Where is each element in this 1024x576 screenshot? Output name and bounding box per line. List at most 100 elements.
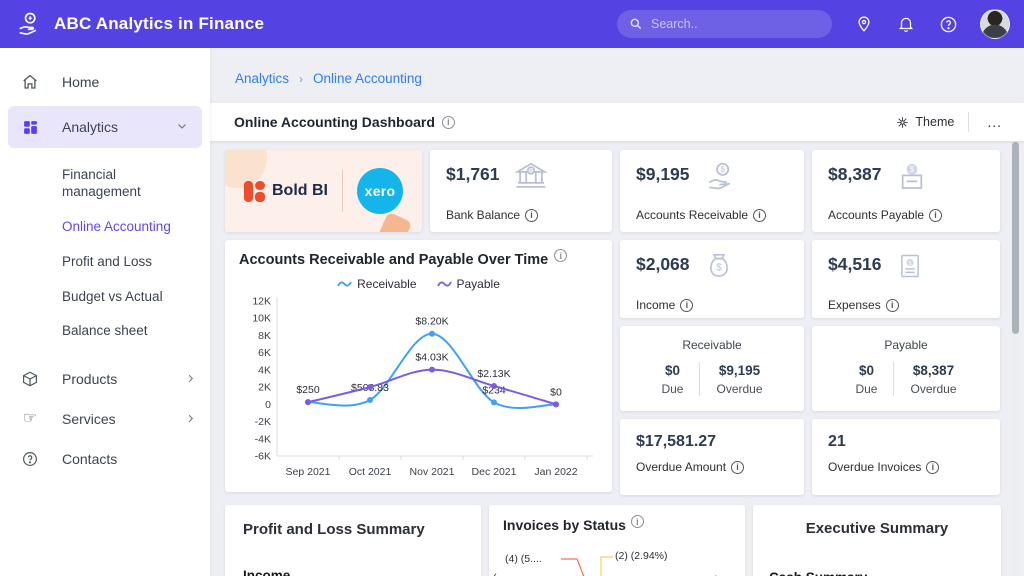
bank-balance-value: $1,761 — [446, 164, 500, 184]
kpi-card-bank-balance: $1,761 $ Bank Balance i — [430, 150, 612, 232]
sidebar-item-contacts[interactable]: Contacts — [0, 439, 210, 479]
overdue-amount-value: $17,581.27 — [636, 433, 717, 450]
search-input[interactable] — [651, 17, 811, 31]
info-icon[interactable]: i — [680, 298, 694, 312]
receivable-due-card: Receivable $0 Due $9,195 Overdue — [620, 326, 804, 411]
svg-text:Dec 2021: Dec 2021 — [472, 466, 517, 478]
invoices-status-title: Invoices by Status i — [489, 505, 745, 533]
decorative-blob — [377, 211, 413, 232]
scrollbar-track[interactable] — [1011, 142, 1020, 576]
svg-text:$: $ — [529, 168, 533, 175]
user-avatar[interactable] — [980, 9, 1010, 39]
location-pin-icon[interactable] — [854, 14, 874, 34]
accounts-receivable-label: Accounts Receivable i — [636, 208, 788, 222]
dashboard-toolbar: Online Accounting Dashboard i Theme ... — [210, 103, 1024, 141]
accounts-payable-label: Accounts Payable i — [828, 208, 984, 222]
info-icon[interactable]: i — [554, 249, 568, 262]
kpi-card-overdue-amount: $17,581.27 Overdue Amount i — [620, 419, 804, 495]
info-icon[interactable]: i — [441, 115, 455, 129]
due-caption: Due — [661, 381, 684, 396]
svg-text:$: $ — [908, 261, 912, 267]
home-icon — [20, 73, 40, 91]
executive-summary-title: Executive Summary — [805, 520, 949, 537]
info-icon[interactable]: i — [731, 460, 745, 474]
pie-leader-lines — [561, 556, 613, 576]
app-logo-hand-coin-icon — [14, 9, 44, 39]
profit-loss-summary-card: Profit and Loss Summary Income — [225, 505, 481, 576]
divider — [699, 362, 701, 396]
help-icon[interactable] — [938, 14, 958, 34]
sidebar-item-label: Analytics — [62, 119, 119, 135]
info-icon[interactable]: i — [630, 515, 644, 528]
svg-text:8K: 8K — [258, 330, 271, 342]
sidebar-subitem-balance-sheet[interactable]: Balance sheet — [62, 323, 148, 339]
bank-balance-label: Bank Balance i — [446, 208, 596, 222]
pnl-title: Profit and Loss Summary — [243, 521, 425, 538]
svg-text:12K: 12K — [252, 296, 271, 308]
wave-icon — [337, 281, 352, 287]
payable-due-value: $0 — [858, 362, 874, 378]
theme-button[interactable]: Theme — [896, 115, 954, 129]
info-icon[interactable]: i — [926, 460, 940, 474]
sidebar-item-analytics[interactable]: Analytics — [8, 106, 202, 148]
income-label: Income i — [636, 298, 788, 312]
info-icon[interactable]: i — [885, 298, 899, 312]
pie-label: (4) (5.... — [505, 553, 542, 565]
pie-label: (2) (2.94%) — [615, 550, 668, 562]
invoices-by-status-card: Invoices by Status i (4) (5.... (2) (2.9… — [489, 505, 745, 576]
sidebar-subitem-profit-and-loss[interactable]: Profit and Loss — [62, 253, 153, 269]
line-chart[interactable]: 12K 10K 8K 6K 4K 2K 0 -2K -4K -6K Sep 2021 Oct 2021… — [239, 293, 599, 485]
app-header: ABC Analytics in Finance — [0, 0, 1024, 48]
info-icon[interactable]: i — [525, 208, 539, 222]
legend-payable[interactable]: Payable — [436, 277, 500, 291]
sidebar-item-label: Products — [62, 371, 118, 388]
sidebar-item-label: Contacts — [62, 451, 118, 468]
sidebar-item-label: Home — [62, 74, 100, 90]
notifications-bell-icon[interactable] — [896, 14, 916, 34]
breadcrumb-online-accounting[interactable]: Online Accounting — [313, 71, 422, 86]
payable-due-card: Payable $0 Due $8,387 Overdue — [812, 326, 1000, 411]
toolbar-divider — [968, 112, 970, 132]
sidebar-item-services[interactable]: ☞ Services — [0, 399, 210, 439]
theme-icon — [897, 116, 909, 128]
sidebar: Home Analytics Financial management Onli… — [0, 48, 210, 576]
services-hand-icon: ☞ — [22, 410, 38, 428]
breadcrumb-separator: › — [299, 71, 304, 86]
scrollbar-thumb[interactable] — [1012, 142, 1019, 334]
sidebar-item-products[interactable]: Products — [0, 359, 210, 399]
invoices-pie-area: (4) (5.... (2) (2.94%) (... ( — [489, 535, 745, 576]
breadcrumb-analytics[interactable]: Analytics — [235, 71, 290, 86]
overdue-caption: Overdue — [716, 381, 763, 396]
sidebar-subitem-online-accounting[interactable]: Online Accounting — [62, 218, 171, 234]
kpi-card-income: $2,068 $ Income i — [620, 240, 804, 318]
sidebar-subitem-financial-management[interactable]: Financial management — [62, 167, 141, 199]
bank-icon: $ — [513, 161, 548, 196]
info-icon[interactable]: i — [753, 208, 767, 222]
svg-text:Jan 2022: Jan 2022 — [534, 466, 577, 478]
chevron-down-icon — [176, 119, 188, 135]
receivable-overdue-value: $9,195 — [718, 362, 761, 378]
svg-text:Sep 2021: Sep 2021 — [286, 466, 331, 478]
svg-text:Oct 2021: Oct 2021 — [349, 466, 392, 478]
legend-receivable[interactable]: Receivable — [337, 277, 417, 291]
svg-text:$4.03K: $4.03K — [415, 352, 448, 364]
svg-text:$2.13K: $2.13K — [477, 368, 510, 380]
expenses-value: $4,516 — [828, 254, 882, 274]
sidebar-subitem-budget-vs-actual[interactable]: Budget vs Actual — [62, 288, 163, 304]
accounts-payable-value: $8,387 — [828, 164, 882, 184]
info-icon[interactable]: i — [929, 208, 943, 222]
search-box[interactable] — [617, 10, 832, 38]
svg-text:6K: 6K — [258, 347, 271, 359]
analytics-submenu: Financial management Online Accounting P… — [0, 152, 210, 353]
kpi-card-expenses: $4,516 $ Expenses i — [812, 240, 1000, 318]
money-bag-icon: $ — [704, 251, 734, 286]
svg-text:Nov 2021: Nov 2021 — [410, 466, 455, 478]
pie-label: (... — [493, 572, 505, 576]
chevron-right-icon — [185, 411, 196, 427]
sidebar-item-home[interactable]: Home — [0, 62, 210, 102]
wave-icon — [436, 281, 452, 287]
svg-text:$0: $0 — [550, 386, 562, 398]
more-options-button[interactable]: ... — [987, 114, 1002, 130]
receivable-due-title: Receivable — [682, 338, 742, 352]
kpi-card-accounts-receivable: $9,195 $ Accounts Receivable i — [620, 150, 804, 232]
